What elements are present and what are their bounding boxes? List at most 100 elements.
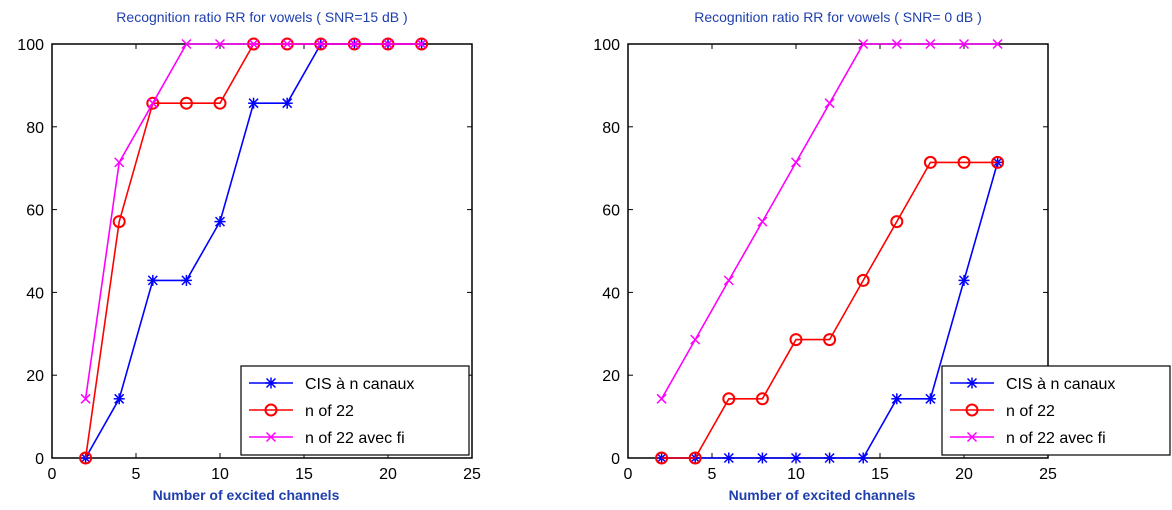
data-point xyxy=(147,274,159,286)
data-point xyxy=(757,216,768,227)
data-point xyxy=(858,38,869,50)
data-point xyxy=(790,452,802,464)
data-point xyxy=(214,38,226,50)
data-point xyxy=(146,96,160,110)
x-tick-label: 0 xyxy=(48,466,57,483)
data-point xyxy=(723,452,735,464)
legend-item: n of 22 avec fi xyxy=(249,430,405,447)
data-point xyxy=(281,97,293,109)
data-point xyxy=(688,451,702,465)
legend-label: n of 22 avec fi xyxy=(305,430,405,447)
data-point xyxy=(824,98,835,109)
series-line xyxy=(84,43,422,399)
data-point xyxy=(114,157,125,168)
data-point xyxy=(181,38,192,50)
data-point xyxy=(857,452,869,464)
series-x xyxy=(656,38,1003,404)
legend-item: CIS à n canaux xyxy=(249,376,414,393)
x-tick-label: 15 xyxy=(871,466,889,483)
legend-label: CIS à n canaux xyxy=(305,376,414,393)
data-point xyxy=(789,333,803,347)
y-tick-label: 80 xyxy=(602,120,620,137)
x-axis-label: Number of excited channels xyxy=(153,487,340,503)
y-tick-label: 0 xyxy=(611,451,620,468)
y-tick-label: 40 xyxy=(26,285,44,302)
legend-marker xyxy=(966,377,978,389)
x-tick-label: 15 xyxy=(295,466,313,483)
data-point xyxy=(991,155,1005,169)
x-tick-label: 20 xyxy=(379,466,397,483)
y-tick-label: 60 xyxy=(26,203,44,220)
legend-item: n of 22 xyxy=(249,403,354,420)
x-tick-label: 25 xyxy=(1039,466,1057,483)
data-point xyxy=(891,393,903,405)
legend-item: n of 22 xyxy=(950,403,1055,420)
data-point xyxy=(248,38,259,50)
x-tick-label: 10 xyxy=(211,466,229,483)
y-tick-label: 20 xyxy=(26,368,44,385)
data-point xyxy=(856,273,870,287)
legend-item: CIS à n canaux xyxy=(950,376,1115,393)
x-tick-label: 10 xyxy=(787,466,805,483)
data-point xyxy=(722,392,736,406)
legend-marker xyxy=(264,403,278,417)
y-tick-label: 20 xyxy=(602,368,620,385)
data-point xyxy=(992,38,1003,50)
legend-item: n of 22 avec fi xyxy=(950,430,1106,447)
data-point xyxy=(213,96,227,110)
data-point xyxy=(690,334,701,345)
data-point xyxy=(112,215,126,229)
y-tick-label: 60 xyxy=(602,203,620,220)
chart-panel-1: Recognition ratio RR for vowels ( SNR=15… xyxy=(17,9,481,503)
y-tick-label: 100 xyxy=(17,37,44,54)
data-point xyxy=(957,155,971,169)
series-x xyxy=(80,38,427,404)
data-point xyxy=(925,38,936,50)
data-point xyxy=(282,38,293,50)
y-tick-label: 0 xyxy=(35,451,44,468)
data-point xyxy=(113,393,125,405)
x-tick-label: 5 xyxy=(708,466,717,483)
data-point xyxy=(958,274,970,286)
legend: CIS à n canaux n of 22 n of 22 avec fi xyxy=(941,365,1171,456)
x-tick-label: 20 xyxy=(955,466,973,483)
legend-label: n of 22 xyxy=(1006,403,1055,420)
data-point xyxy=(891,38,902,50)
data-point xyxy=(823,333,837,347)
x-tick-label: 5 xyxy=(132,466,141,483)
x-tick-label: 0 xyxy=(624,466,633,483)
legend-marker xyxy=(265,431,277,443)
data-point xyxy=(349,38,360,50)
data-point xyxy=(824,452,836,464)
data-point xyxy=(179,96,193,110)
data-point xyxy=(890,215,904,229)
data-point xyxy=(924,393,936,405)
data-point xyxy=(180,274,192,286)
data-point xyxy=(790,157,802,168)
data-point xyxy=(656,393,667,404)
data-point xyxy=(80,393,91,404)
y-tick-label: 80 xyxy=(26,120,44,137)
data-point xyxy=(248,97,260,109)
chart-title: Recognition ratio RR for vowels ( SNR=15… xyxy=(116,9,407,25)
legend: CIS à n canaux n of 22 n of 22 avec fi xyxy=(240,365,470,456)
series-circle xyxy=(655,155,1005,465)
data-point xyxy=(214,216,226,228)
data-point xyxy=(755,392,769,406)
data-point xyxy=(79,451,93,465)
data-point xyxy=(923,155,937,169)
data-point xyxy=(315,38,326,50)
legend-marker xyxy=(966,431,978,443)
y-tick-label: 40 xyxy=(602,285,620,302)
x-axis-label: Number of excited channels xyxy=(729,487,916,503)
chart-title: Recognition ratio RR for vowels ( SNR= 0… xyxy=(694,9,982,25)
legend-marker xyxy=(265,377,277,389)
chart-panel-2: Recognition ratio RR for vowels ( SNR= 0… xyxy=(593,9,1171,503)
legend-label: n of 22 avec fi xyxy=(1006,430,1106,447)
data-point xyxy=(655,451,669,465)
x-tick-label: 25 xyxy=(463,466,481,483)
legend-marker xyxy=(965,403,979,417)
data-point xyxy=(756,452,768,464)
series-line xyxy=(661,161,998,459)
